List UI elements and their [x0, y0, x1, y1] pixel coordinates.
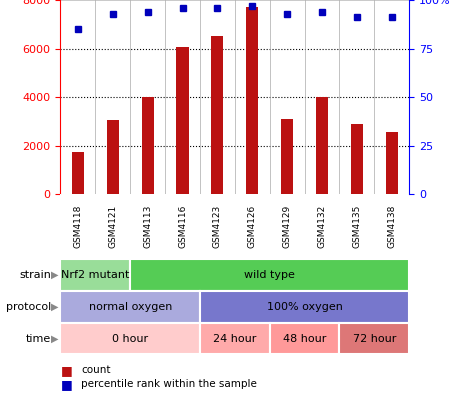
Text: GSM4138: GSM4138	[387, 205, 396, 248]
Bar	[281, 119, 293, 194]
Text: GSM4132: GSM4132	[318, 205, 326, 248]
Bar	[351, 124, 363, 194]
Bar	[60, 259, 130, 291]
Bar	[246, 7, 259, 194]
Text: GSM4116: GSM4116	[178, 205, 187, 248]
Bar	[385, 132, 398, 194]
Bar	[316, 97, 328, 194]
Bar	[60, 291, 200, 323]
Bar	[141, 97, 154, 194]
Bar	[106, 120, 119, 194]
Bar	[270, 323, 339, 354]
Text: GSM4118: GSM4118	[73, 205, 82, 248]
Bar	[72, 152, 84, 194]
Text: GSM4135: GSM4135	[352, 205, 361, 248]
Bar	[130, 259, 409, 291]
Bar	[211, 36, 224, 194]
Text: count: count	[81, 365, 111, 375]
Text: ■: ■	[60, 378, 72, 390]
Text: percentile rank within the sample: percentile rank within the sample	[81, 379, 257, 389]
Text: GSM4126: GSM4126	[248, 205, 257, 248]
Text: 48 hour: 48 hour	[283, 333, 326, 344]
Text: 0 hour: 0 hour	[112, 333, 148, 344]
Text: GSM4123: GSM4123	[213, 205, 222, 248]
Text: strain: strain	[19, 270, 51, 280]
Bar	[60, 323, 200, 354]
Bar	[200, 291, 409, 323]
Text: GSM4121: GSM4121	[108, 205, 117, 248]
Text: normal oxygen: normal oxygen	[88, 302, 172, 312]
Bar	[200, 323, 270, 354]
Bar	[176, 47, 189, 194]
Text: ■: ■	[60, 364, 72, 377]
Text: protocol: protocol	[6, 302, 51, 312]
Text: 24 hour: 24 hour	[213, 333, 257, 344]
Text: GSM4113: GSM4113	[143, 205, 152, 248]
Text: Nrf2 mutant: Nrf2 mutant	[61, 270, 130, 280]
Text: ▶: ▶	[51, 270, 58, 280]
Text: ▶: ▶	[51, 333, 58, 344]
Bar	[339, 323, 409, 354]
Text: GSM4129: GSM4129	[283, 205, 292, 248]
Text: wild type: wild type	[244, 270, 295, 280]
Text: ▶: ▶	[51, 302, 58, 312]
Text: 100% oxygen: 100% oxygen	[266, 302, 343, 312]
Text: 72 hour: 72 hour	[352, 333, 396, 344]
Text: time: time	[26, 333, 51, 344]
